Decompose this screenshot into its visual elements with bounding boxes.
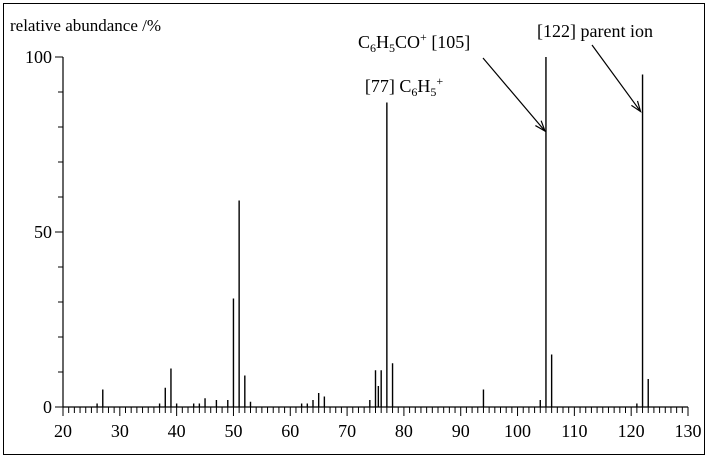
x-tick-label: 80 <box>395 421 413 441</box>
annotation-a122: [122] parent ion <box>537 21 653 41</box>
x-tick-label: 120 <box>618 421 645 441</box>
annotation-a105: C6H5CO+ [105] <box>358 30 470 55</box>
y-tick-label: 50 <box>34 222 52 242</box>
x-tick-label: 30 <box>111 421 129 441</box>
x-tick-label: 130 <box>675 421 702 441</box>
peak-annotations: [77] C6H5+ C6H5CO+ [105] [122] parent ion <box>358 21 653 133</box>
y-axis-label: relative abundance /% <box>10 16 161 35</box>
annotation-a77: [77] C6H5+ <box>365 74 444 99</box>
x-tick-label: 20 <box>54 421 72 441</box>
x-tick-label: 100 <box>504 421 531 441</box>
arrow-122-line <box>591 44 642 112</box>
x-tick-label: 60 <box>281 421 299 441</box>
spectrum-peaks <box>96 57 649 407</box>
x-tick-label: 110 <box>561 421 587 441</box>
y-tick-label: 100 <box>25 47 52 67</box>
x-tick-label: 70 <box>338 421 356 441</box>
chart-frame <box>3 3 705 455</box>
arrow-122-head <box>631 100 642 113</box>
x-tick-label: 40 <box>168 421 186 441</box>
arrow-105-line <box>482 57 546 132</box>
axes: 20 30 40 50 60 70 80 90 100 110 120 130 0 50 100 <box>25 47 702 441</box>
arrow-105-head <box>535 120 547 133</box>
x-tick-label: 50 <box>224 421 242 441</box>
y-tick-label: 0 <box>43 397 52 417</box>
x-tick-label: 90 <box>452 421 470 441</box>
